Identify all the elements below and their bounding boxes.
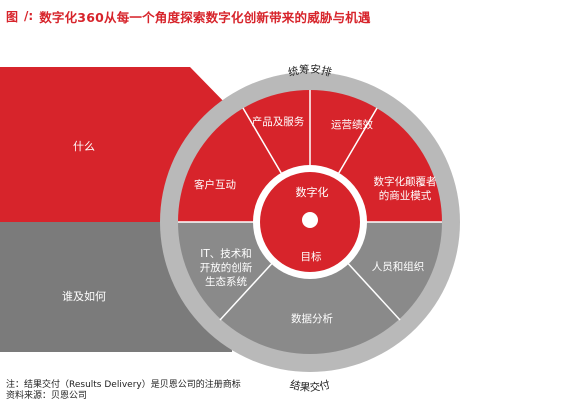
segment-it-label-3: 生态系统 [205,275,247,288]
who-how-label: 谁及如何 [62,289,106,303]
figure-separator: /: [24,9,34,23]
segment-people-label: 人员和组织 [372,260,425,273]
segment-business-model-label-1: 数字化颠覆者 [374,175,437,188]
wheel-lower-half [178,222,442,354]
what-label: 什么 [73,140,95,153]
segment-data-label: 数据分析 [291,312,333,325]
segment-customer-label: 客户互动 [194,178,236,191]
segment-products-label: 产品及服务 [252,115,305,128]
footnote-source: 资料来源：贝恩公司 [6,391,88,401]
figure-header: 图 /: 数字化360从每一个角度探索数字化创新带来的威胁与机遇 [6,5,371,27]
segment-it-label-2: 开放的创新 [200,261,253,274]
figure-label: 图 [6,9,19,24]
figure-title: 数字化360从每一个角度探索数字化创新带来的威胁与机遇 [39,9,371,25]
core-top-label: 数字化 [296,185,329,199]
core-center-dot [302,212,318,228]
segment-it-label-1: IT、技术和 [200,247,252,260]
segment-operations-label: 运营绩效 [331,118,373,131]
core-bottom-label: 目标 [301,251,322,263]
footnotes: 注：结果交付（Results Delivery）是贝恩公司的注册商标 资料来源：… [6,380,241,402]
footnote-trademark: 注：结果交付（Results Delivery）是贝恩公司的注册商标 [6,380,241,390]
ring-bottom-label: 结果交付 [289,378,332,394]
segment-business-model-label-2: 的商业模式 [379,189,432,202]
